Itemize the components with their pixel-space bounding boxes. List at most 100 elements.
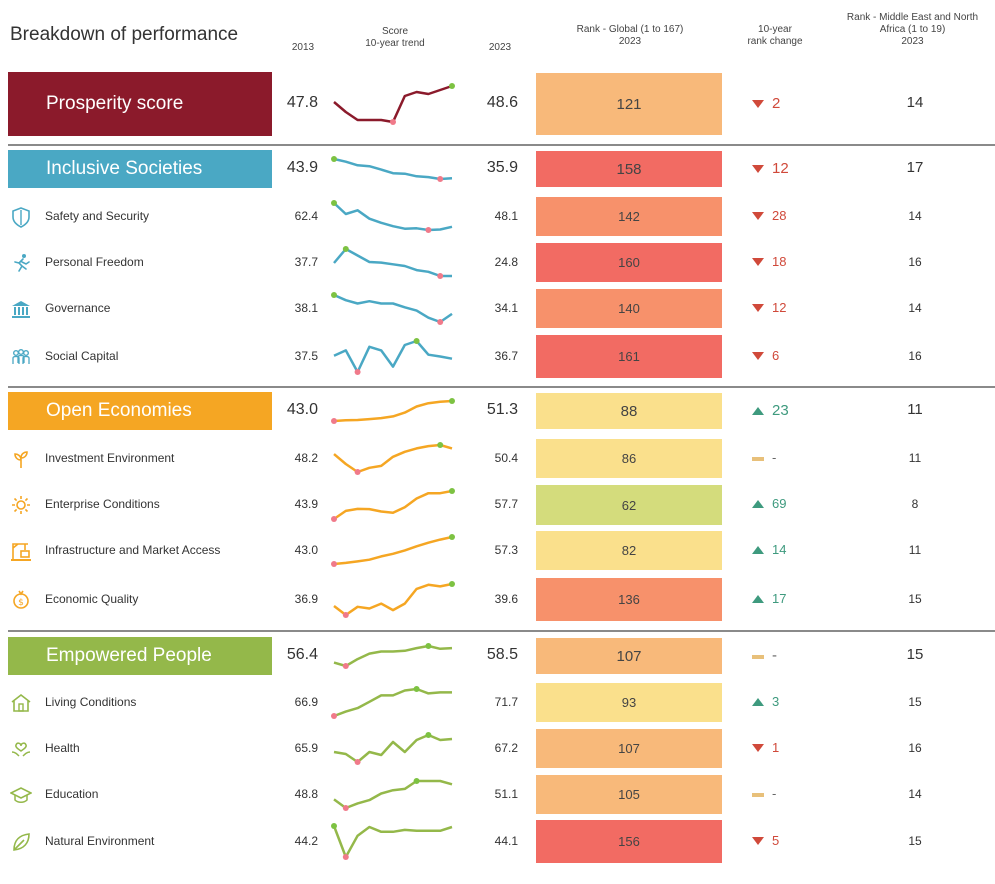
- people-icon: [12, 348, 30, 365]
- global-rank-cell: 107: [536, 638, 722, 674]
- rank-change-value: 3: [772, 693, 780, 709]
- rank-change-value: 14: [772, 541, 787, 557]
- up-arrow-icon: [752, 542, 764, 557]
- trend-max-point: [437, 442, 444, 448]
- trend-sparkline: [331, 292, 453, 325]
- graduation-icon: [10, 786, 32, 803]
- pillar-banner-prosperity-score: Prosperity score: [8, 72, 272, 136]
- trend-max-point: [331, 156, 337, 162]
- trend-line: [333, 582, 453, 617]
- trend-max-point: [413, 686, 420, 692]
- value-2013: 47.8: [286, 94, 318, 111]
- mena-rank: 14: [908, 208, 922, 223]
- value-2013: 38.1: [294, 300, 318, 315]
- mena-rank: 11: [908, 450, 922, 465]
- trend-min-point: [331, 561, 337, 567]
- global-rank-cell: 93: [536, 683, 722, 722]
- down-arrow-icon: [752, 833, 764, 848]
- trend-max-point: [413, 338, 420, 344]
- trend-max-point: [449, 534, 455, 540]
- pillar-label-safety-and-security: Safety and Security: [45, 208, 150, 223]
- header-mena-line1: Rank - Middle East and North: [846, 12, 979, 23]
- trend-max-point: [413, 778, 420, 784]
- up-arrow-icon: [752, 591, 764, 606]
- rank-change-value: 1: [772, 739, 780, 755]
- trend-min-point: [342, 805, 349, 811]
- header-rank-change: 10-year rank change: [730, 24, 820, 48]
- mena-rank: 15: [908, 591, 922, 606]
- trend-line: [333, 535, 453, 566]
- value-2023: 51.1: [494, 786, 518, 801]
- value-2023: 71.7: [494, 694, 518, 709]
- trend-min-point: [437, 273, 444, 279]
- plant-icon: [14, 450, 28, 469]
- shield-icon: [12, 206, 30, 228]
- trend-line: [333, 443, 453, 474]
- mena-rank: 11: [908, 542, 922, 557]
- trend-sparkline: [331, 156, 453, 182]
- trend-sparkline: [333, 83, 455, 125]
- mena-rank: 8: [911, 497, 919, 511]
- value-2023: 44.1: [494, 833, 518, 848]
- trend-min-point: [331, 418, 337, 424]
- trend-max-point: [425, 732, 432, 738]
- global-rank-cell: 105: [536, 775, 722, 814]
- crane-icon: [10, 542, 32, 562]
- trend-max-point: [331, 292, 337, 298]
- trend-line: [333, 339, 453, 374]
- header-mena-line3: 2023: [901, 36, 924, 47]
- rank-change-value: 69: [772, 496, 787, 511]
- trend-max-point: [449, 398, 455, 404]
- trend-sparkline: [333, 246, 452, 279]
- pillar-banner-inclusive-societies: Inclusive Societies: [8, 150, 272, 188]
- mena-rank: 16: [908, 348, 922, 363]
- trend-sparkline: [333, 338, 453, 375]
- value-2023: 51.3: [486, 401, 518, 418]
- down-arrow-icon: [752, 300, 764, 315]
- rank-change: 28: [752, 208, 786, 223]
- value-2013: 43.9: [294, 497, 318, 511]
- trend-line: [333, 293, 453, 324]
- global-rank-cell: 107: [536, 729, 722, 768]
- rank-change: 12: [752, 300, 786, 315]
- rank-change-value: 12: [772, 160, 789, 177]
- heart-hands-icon: [11, 741, 31, 757]
- pillar-label-health: Health: [45, 740, 80, 755]
- header-change-line2: rank change: [747, 36, 803, 47]
- trend-line: [333, 399, 453, 423]
- global-rank-cell: 142: [536, 197, 722, 236]
- trend-max-point: [342, 246, 349, 252]
- rank-change: 5: [752, 833, 779, 848]
- trend-min-point: [354, 369, 361, 375]
- value-2023: 39.6: [494, 591, 518, 606]
- mena-rank: 11: [907, 401, 923, 418]
- rank-change: 2: [752, 95, 780, 112]
- global-rank-cell: 161: [536, 335, 722, 378]
- mena-rank: 14: [908, 300, 922, 315]
- trend-line: [333, 84, 453, 124]
- value-2023: 48.6: [486, 94, 518, 111]
- pillar-label-economic-quality: Economic Quality: [45, 591, 139, 606]
- trend-line: [333, 779, 453, 810]
- rank-change-value: 23: [772, 402, 789, 419]
- mena-rank: 17: [906, 159, 924, 176]
- trend-sparkline: [331, 200, 453, 233]
- value-2013: 44.2: [294, 833, 318, 848]
- trend-max-point: [449, 488, 455, 494]
- up-arrow-icon: [752, 496, 764, 511]
- header-global-rank: Rank - Global (1 to 167) 2023: [540, 24, 720, 48]
- value-2013: 43.9: [286, 159, 318, 176]
- value-2013: 48.8: [294, 786, 318, 801]
- trend-sparkline: [333, 581, 455, 618]
- pillar-label-infrastructure-and-market-access: Infrastructure and Market Access: [45, 542, 221, 557]
- rank-change: -: [752, 450, 776, 465]
- trend-line: [333, 733, 453, 764]
- rank-change-value: 18: [772, 253, 787, 269]
- no-change-icon: [752, 786, 764, 801]
- mena-rank: 14: [908, 786, 922, 801]
- pillar-label-social-capital: Social Capital: [45, 348, 119, 363]
- header-trend-line1: Score: [381, 26, 409, 37]
- pillar-label-natural-environment: Natural Environment: [45, 833, 155, 848]
- mena-rank: 14: [906, 94, 924, 111]
- group-divider: [8, 630, 995, 632]
